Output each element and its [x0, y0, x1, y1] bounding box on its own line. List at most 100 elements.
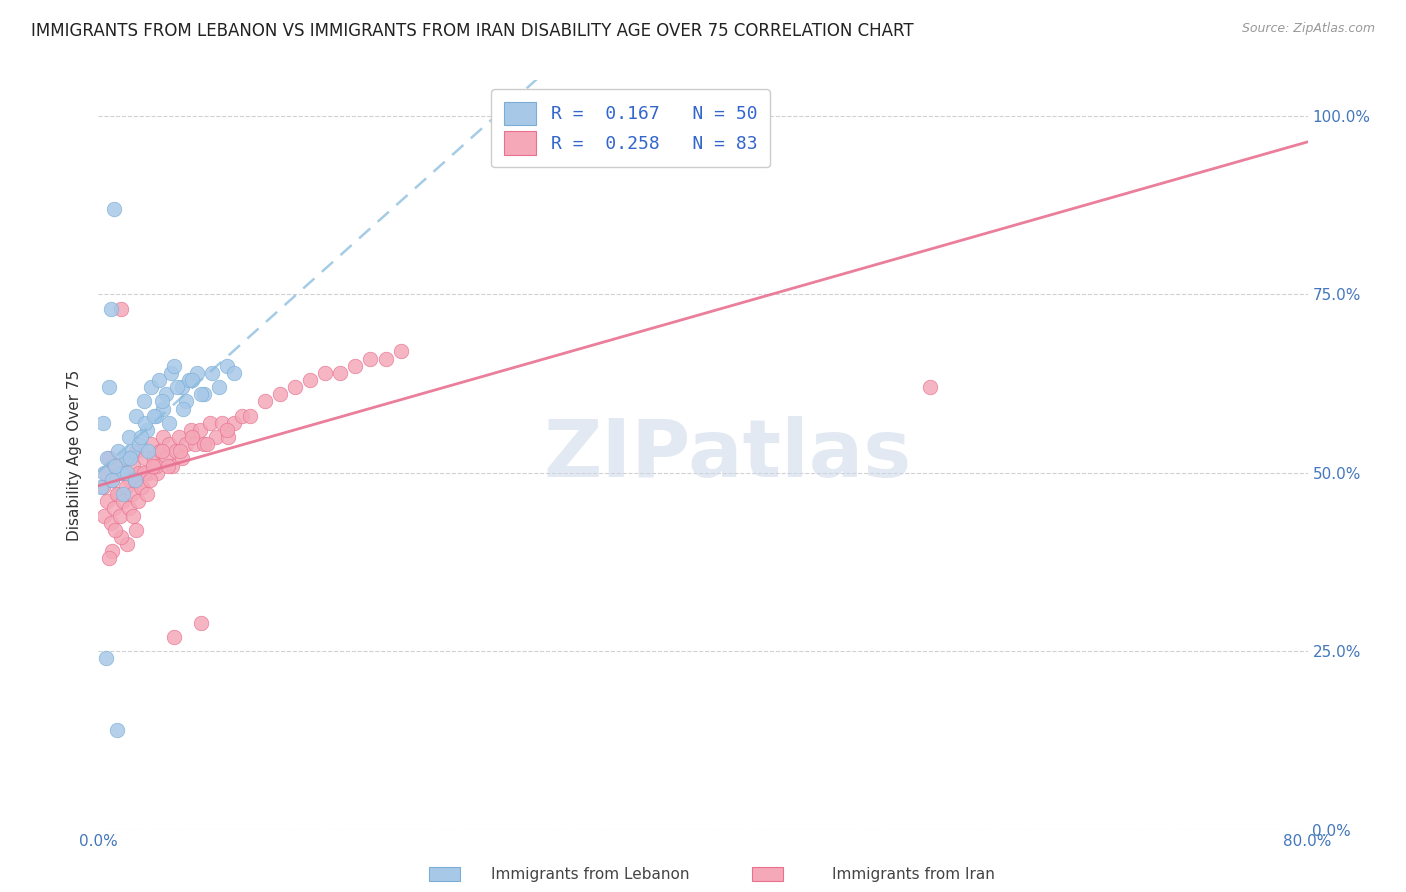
Point — [110, 466, 132, 480]
Point — [110, 301, 132, 316]
Point — [152, 430, 174, 444]
Point — [149, 444, 172, 458]
Point — [314, 366, 336, 380]
Point — [215, 359, 238, 373]
Point — [141, 437, 163, 451]
Point — [156, 458, 179, 473]
Point — [201, 366, 224, 380]
Text: IMMIGRANTS FROM LEBANON VS IMMIGRANTS FROM IRAN DISABILITY AGE OVER 75 CORRELATI: IMMIGRANTS FROM LEBANON VS IMMIGRANTS FR… — [31, 22, 914, 40]
Point — [184, 437, 207, 451]
Point — [181, 373, 204, 387]
Point — [103, 202, 125, 216]
Point — [128, 437, 150, 451]
Point — [155, 387, 177, 401]
Point — [180, 423, 202, 437]
Point — [127, 494, 149, 508]
Point — [215, 423, 238, 437]
Point — [91, 480, 114, 494]
Point — [124, 473, 146, 487]
Point — [129, 430, 152, 444]
Point — [152, 401, 174, 416]
Y-axis label: Disability Age Over 75: Disability Age Over 75 — [67, 369, 83, 541]
Point — [329, 366, 352, 380]
Point — [165, 444, 187, 458]
Point — [96, 494, 118, 508]
Point — [299, 373, 322, 387]
Point — [125, 444, 148, 458]
Point — [200, 416, 222, 430]
Point — [129, 480, 152, 494]
Point — [143, 451, 166, 466]
Point — [217, 430, 239, 444]
Point — [193, 437, 215, 451]
Point — [389, 344, 412, 359]
Point — [172, 401, 194, 416]
Point — [111, 487, 134, 501]
Point — [174, 394, 197, 409]
Point — [96, 451, 118, 466]
Point — [108, 508, 131, 523]
Point — [131, 480, 153, 494]
Point — [360, 351, 382, 366]
Point — [374, 351, 396, 366]
Point — [193, 387, 215, 401]
Point — [195, 437, 218, 451]
Point — [90, 480, 112, 494]
Point — [103, 501, 125, 516]
Point — [142, 458, 165, 473]
Point — [253, 394, 276, 409]
Point — [101, 544, 124, 558]
Point — [186, 366, 208, 380]
Point — [141, 380, 163, 394]
Point — [98, 451, 121, 466]
Point — [190, 615, 212, 630]
Point — [100, 301, 122, 316]
Point — [105, 487, 128, 501]
Point — [120, 451, 142, 466]
Point — [188, 423, 211, 437]
Point — [135, 487, 157, 501]
Point — [107, 487, 129, 501]
Text: ZIPatlas: ZIPatlas — [543, 416, 911, 494]
Point — [190, 387, 212, 401]
Point — [145, 458, 167, 473]
Point — [344, 359, 367, 373]
Point — [211, 416, 233, 430]
Point — [120, 473, 142, 487]
Point — [170, 451, 193, 466]
Point — [122, 508, 145, 523]
Point — [115, 466, 138, 480]
Point — [284, 380, 307, 394]
Point — [121, 487, 143, 501]
Point — [918, 380, 941, 394]
Point — [160, 366, 183, 380]
Point — [163, 359, 186, 373]
Legend: R =  0.167   N = 50, R =  0.258   N = 83: R = 0.167 N = 50, R = 0.258 N = 83 — [491, 89, 770, 168]
Point — [128, 466, 150, 480]
Point — [104, 523, 127, 537]
Point — [166, 380, 188, 394]
Point — [224, 366, 246, 380]
Point — [146, 466, 169, 480]
Point — [143, 409, 166, 423]
Point — [105, 723, 128, 737]
Point — [134, 451, 156, 466]
Point — [112, 466, 135, 480]
Point — [208, 380, 231, 394]
Point — [98, 551, 121, 566]
Point — [101, 473, 124, 487]
Point — [150, 394, 173, 409]
Point — [174, 437, 197, 451]
Point — [125, 409, 148, 423]
Point — [107, 444, 129, 458]
Point — [114, 480, 136, 494]
Point — [150, 444, 173, 458]
Point — [114, 451, 136, 466]
Point — [110, 530, 132, 544]
Point — [118, 430, 141, 444]
Point — [135, 423, 157, 437]
Point — [91, 416, 114, 430]
Point — [136, 444, 159, 458]
Point — [94, 466, 117, 480]
Point — [121, 444, 143, 458]
